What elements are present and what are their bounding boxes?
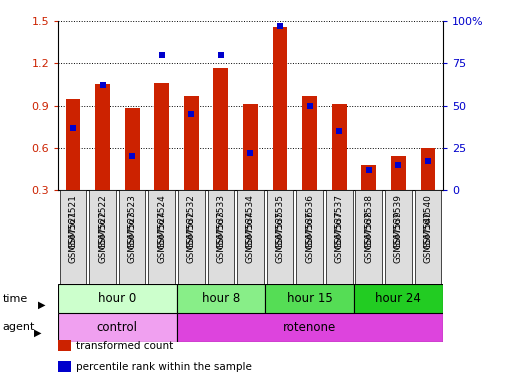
- Text: ▶: ▶: [34, 328, 42, 338]
- Point: [158, 52, 166, 58]
- Text: GSM567524: GSM567524: [157, 211, 166, 263]
- Point: [246, 150, 254, 156]
- FancyBboxPatch shape: [176, 284, 265, 313]
- Text: ▶: ▶: [38, 299, 45, 310]
- Text: GSM567539: GSM567539: [393, 194, 402, 249]
- Point: [334, 128, 342, 134]
- Bar: [361, 165, 375, 190]
- FancyBboxPatch shape: [58, 284, 176, 313]
- Text: GSM567535: GSM567535: [275, 211, 284, 263]
- Text: GSM567533: GSM567533: [216, 194, 225, 249]
- Text: GSM567540: GSM567540: [423, 211, 432, 263]
- Text: GSM567523: GSM567523: [127, 194, 136, 249]
- Bar: [301, 96, 317, 190]
- Point: [393, 162, 401, 168]
- Bar: [390, 156, 405, 190]
- Point: [423, 158, 431, 164]
- Point: [305, 103, 313, 109]
- Text: hour 15: hour 15: [286, 292, 332, 305]
- FancyBboxPatch shape: [354, 284, 442, 313]
- FancyBboxPatch shape: [325, 190, 352, 284]
- Bar: [331, 104, 346, 190]
- Text: GSM567521: GSM567521: [68, 211, 77, 263]
- FancyBboxPatch shape: [384, 190, 411, 284]
- Text: GSM567538: GSM567538: [364, 194, 373, 249]
- Text: GSM567539: GSM567539: [393, 211, 402, 263]
- FancyBboxPatch shape: [414, 190, 440, 284]
- Text: GSM567532: GSM567532: [186, 194, 195, 249]
- Bar: [213, 68, 228, 190]
- Text: GSM567537: GSM567537: [334, 194, 343, 249]
- Text: rotenone: rotenone: [282, 321, 336, 334]
- Bar: [154, 83, 169, 190]
- Text: agent: agent: [3, 322, 35, 333]
- Text: GSM567534: GSM567534: [245, 211, 255, 263]
- FancyBboxPatch shape: [237, 190, 263, 284]
- FancyBboxPatch shape: [176, 313, 442, 342]
- FancyBboxPatch shape: [148, 190, 175, 284]
- Text: hour 24: hour 24: [375, 292, 421, 305]
- Point: [98, 82, 107, 88]
- FancyBboxPatch shape: [58, 313, 176, 342]
- Point: [187, 111, 195, 117]
- Point: [128, 153, 136, 159]
- Bar: [95, 84, 110, 190]
- Bar: [272, 27, 287, 190]
- Point: [69, 124, 77, 131]
- Text: GSM567535: GSM567535: [275, 194, 284, 249]
- FancyBboxPatch shape: [266, 190, 293, 284]
- Bar: [66, 99, 80, 190]
- Bar: [420, 148, 434, 190]
- Text: GSM567538: GSM567538: [364, 211, 373, 263]
- Text: hour 8: hour 8: [201, 292, 239, 305]
- Bar: [125, 108, 139, 190]
- FancyBboxPatch shape: [178, 190, 204, 284]
- Text: transformed count: transformed count: [76, 341, 173, 351]
- Point: [275, 23, 283, 29]
- Text: GSM567540: GSM567540: [423, 194, 432, 249]
- Text: GSM567534: GSM567534: [245, 194, 255, 249]
- FancyBboxPatch shape: [355, 190, 381, 284]
- FancyBboxPatch shape: [207, 190, 234, 284]
- Text: GSM567523: GSM567523: [127, 211, 136, 263]
- Text: GSM567537: GSM567537: [334, 211, 343, 263]
- FancyBboxPatch shape: [265, 284, 354, 313]
- Text: GSM567521: GSM567521: [68, 194, 77, 249]
- Text: GSM567522: GSM567522: [98, 211, 107, 263]
- Text: GSM567536: GSM567536: [305, 211, 314, 263]
- Bar: [242, 104, 258, 190]
- Text: control: control: [96, 321, 137, 334]
- Text: GSM567533: GSM567533: [216, 211, 225, 263]
- Text: hour 0: hour 0: [98, 292, 136, 305]
- Text: percentile rank within the sample: percentile rank within the sample: [76, 362, 251, 372]
- FancyBboxPatch shape: [296, 190, 322, 284]
- Text: GSM567532: GSM567532: [186, 211, 195, 263]
- Text: GSM567524: GSM567524: [157, 194, 166, 248]
- Point: [217, 52, 225, 58]
- Text: GSM567536: GSM567536: [305, 194, 314, 249]
- Bar: [183, 96, 198, 190]
- Text: time: time: [3, 293, 28, 304]
- FancyBboxPatch shape: [119, 190, 145, 284]
- Text: GSM567522: GSM567522: [98, 194, 107, 248]
- Point: [364, 167, 372, 173]
- FancyBboxPatch shape: [60, 190, 86, 284]
- FancyBboxPatch shape: [89, 190, 116, 284]
